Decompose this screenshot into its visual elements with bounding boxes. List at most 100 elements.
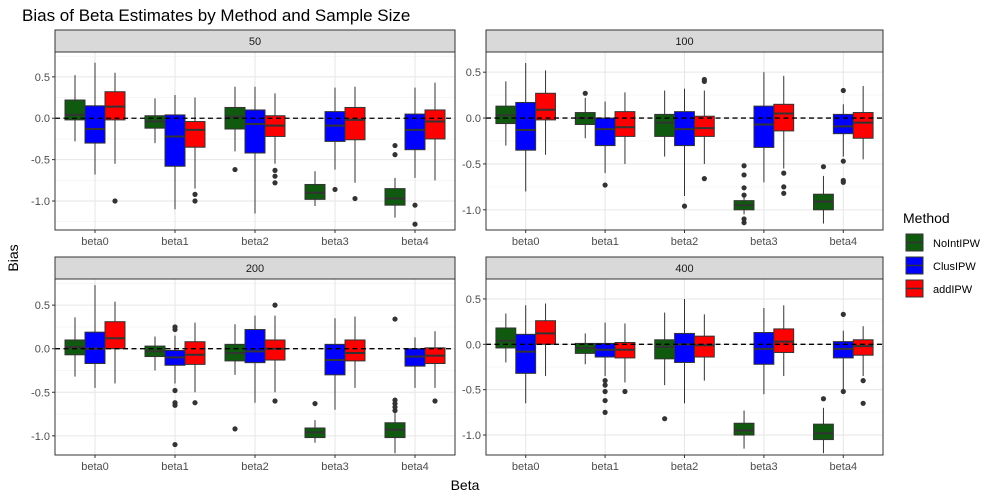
outlier-point: [602, 397, 608, 404]
chart-title: Bias of Beta Estimates by Method and Sam…: [22, 6, 410, 25]
x-tick-label: beta1: [161, 236, 189, 248]
outlier-point: [701, 76, 707, 83]
x-tick-label: beta3: [750, 461, 778, 473]
x-tick-label: beta2: [241, 461, 269, 473]
outlier-point: [412, 221, 418, 227]
outlier-point: [112, 198, 118, 204]
y-tick-label: 0.0: [35, 344, 50, 356]
y-tick-label: -0.5: [462, 385, 481, 397]
y-tick-label: -1.0: [462, 205, 481, 217]
outlier-point: [840, 388, 846, 395]
box-beta3-NoIntIPW: [733, 410, 755, 449]
outlier-point: [820, 396, 827, 402]
box-beta0-addIPW: [104, 72, 126, 204]
outlier-point: [582, 90, 588, 96]
outlier-point: [172, 441, 178, 448]
box-body: [424, 109, 446, 140]
y-tick-label: -1.0: [462, 430, 481, 442]
box-body: [852, 112, 874, 139]
box-body: [104, 321, 126, 350]
outlier-point: [272, 167, 278, 173]
box-beta0-ClusIPW: [84, 62, 106, 175]
box-beta1-ClusIPW: [164, 95, 186, 210]
box-beta4-addIPW: [424, 82, 446, 181]
legend-entry: ClusIPW: [905, 256, 976, 275]
box-beta4-NoIntIPW: [813, 164, 834, 224]
box-body: [244, 109, 266, 154]
x-tick-label: beta1: [591, 236, 619, 248]
x-tick-label: beta0: [81, 236, 109, 248]
outlier-point: [232, 426, 238, 432]
box-body: [404, 113, 426, 151]
y-tick-label: -1.0: [31, 431, 50, 443]
box-beta4-addIPW: [852, 85, 874, 160]
y-axis-title: Bias: [5, 244, 21, 271]
outlier-point: [602, 409, 608, 415]
box-body: [852, 339, 874, 356]
y-tick-label: 0.0: [466, 113, 481, 125]
outlier-point: [602, 388, 608, 395]
box-body: [344, 106, 366, 141]
outlier-point: [602, 182, 608, 188]
box-body: [674, 332, 695, 363]
box-beta1-NoIntIPW: [144, 336, 166, 371]
legend-label: addIPW: [933, 284, 973, 296]
outlier-point: [741, 192, 747, 198]
box-beta0-addIPW: [535, 303, 556, 377]
box-body: [184, 341, 206, 365]
box-beta2-addIPW: [693, 76, 715, 182]
box-beta0-ClusIPW: [515, 63, 537, 192]
box-body: [384, 188, 406, 206]
box-beta1-addIPW: [184, 97, 206, 204]
box-beta3-addIPW: [773, 305, 795, 377]
outlier-point: [412, 202, 418, 208]
box-body: [264, 339, 286, 361]
outlier-point: [312, 400, 318, 407]
box-beta4-NoIntIPW: [813, 396, 834, 454]
box-beta3-NoIntIPW: [733, 163, 755, 226]
y-tick-label: 0.0: [35, 113, 50, 125]
box-body: [654, 339, 676, 360]
box-body: [753, 105, 775, 148]
box-beta2-ClusIPW: [244, 315, 266, 403]
facet-strip-label: 200: [246, 263, 264, 275]
x-tick-label: beta3: [321, 236, 349, 248]
box-body: [515, 333, 537, 374]
box-beta1-addIPW: [614, 92, 636, 164]
facet-strip-label: 100: [675, 36, 693, 48]
outlier-point: [272, 398, 278, 404]
y-tick-label: -0.5: [31, 387, 50, 399]
outlier-point: [781, 184, 787, 190]
box-beta2-addIPW: [693, 314, 715, 381]
outlier-point: [840, 179, 846, 185]
outlier-point: [392, 316, 398, 322]
box-beta3-addIPW: [344, 86, 366, 202]
box-beta3-NoIntIPW: [304, 400, 326, 443]
outlier-point: [840, 158, 846, 164]
x-axis-title: Beta: [451, 477, 480, 493]
x-tick-label: beta0: [512, 236, 540, 248]
outlier-point: [432, 398, 438, 404]
outlier-point: [781, 170, 787, 176]
box-body: [832, 113, 854, 135]
facet-strip: [54, 256, 456, 280]
box-body: [594, 117, 616, 147]
outlier-point: [602, 382, 608, 388]
box-body: [164, 114, 186, 167]
x-tick-label: beta4: [830, 236, 858, 248]
box-beta4-addIPW: [852, 326, 874, 406]
box-beta1-addIPW: [614, 323, 636, 395]
box-beta4-addIPW: [424, 331, 446, 404]
box-body: [244, 329, 266, 364]
y-tick-label: 0.5: [466, 294, 481, 306]
outlier-point: [741, 216, 747, 222]
box-beta2-ClusIPW: [244, 86, 266, 214]
outlier-point: [602, 378, 608, 384]
x-tick-label: beta2: [671, 236, 699, 248]
outlier-point: [741, 163, 747, 169]
box-beta3-ClusIPW: [324, 318, 346, 410]
x-tick-label: beta0: [81, 461, 109, 473]
box-body: [693, 335, 715, 358]
x-tick-label: beta3: [321, 461, 349, 473]
